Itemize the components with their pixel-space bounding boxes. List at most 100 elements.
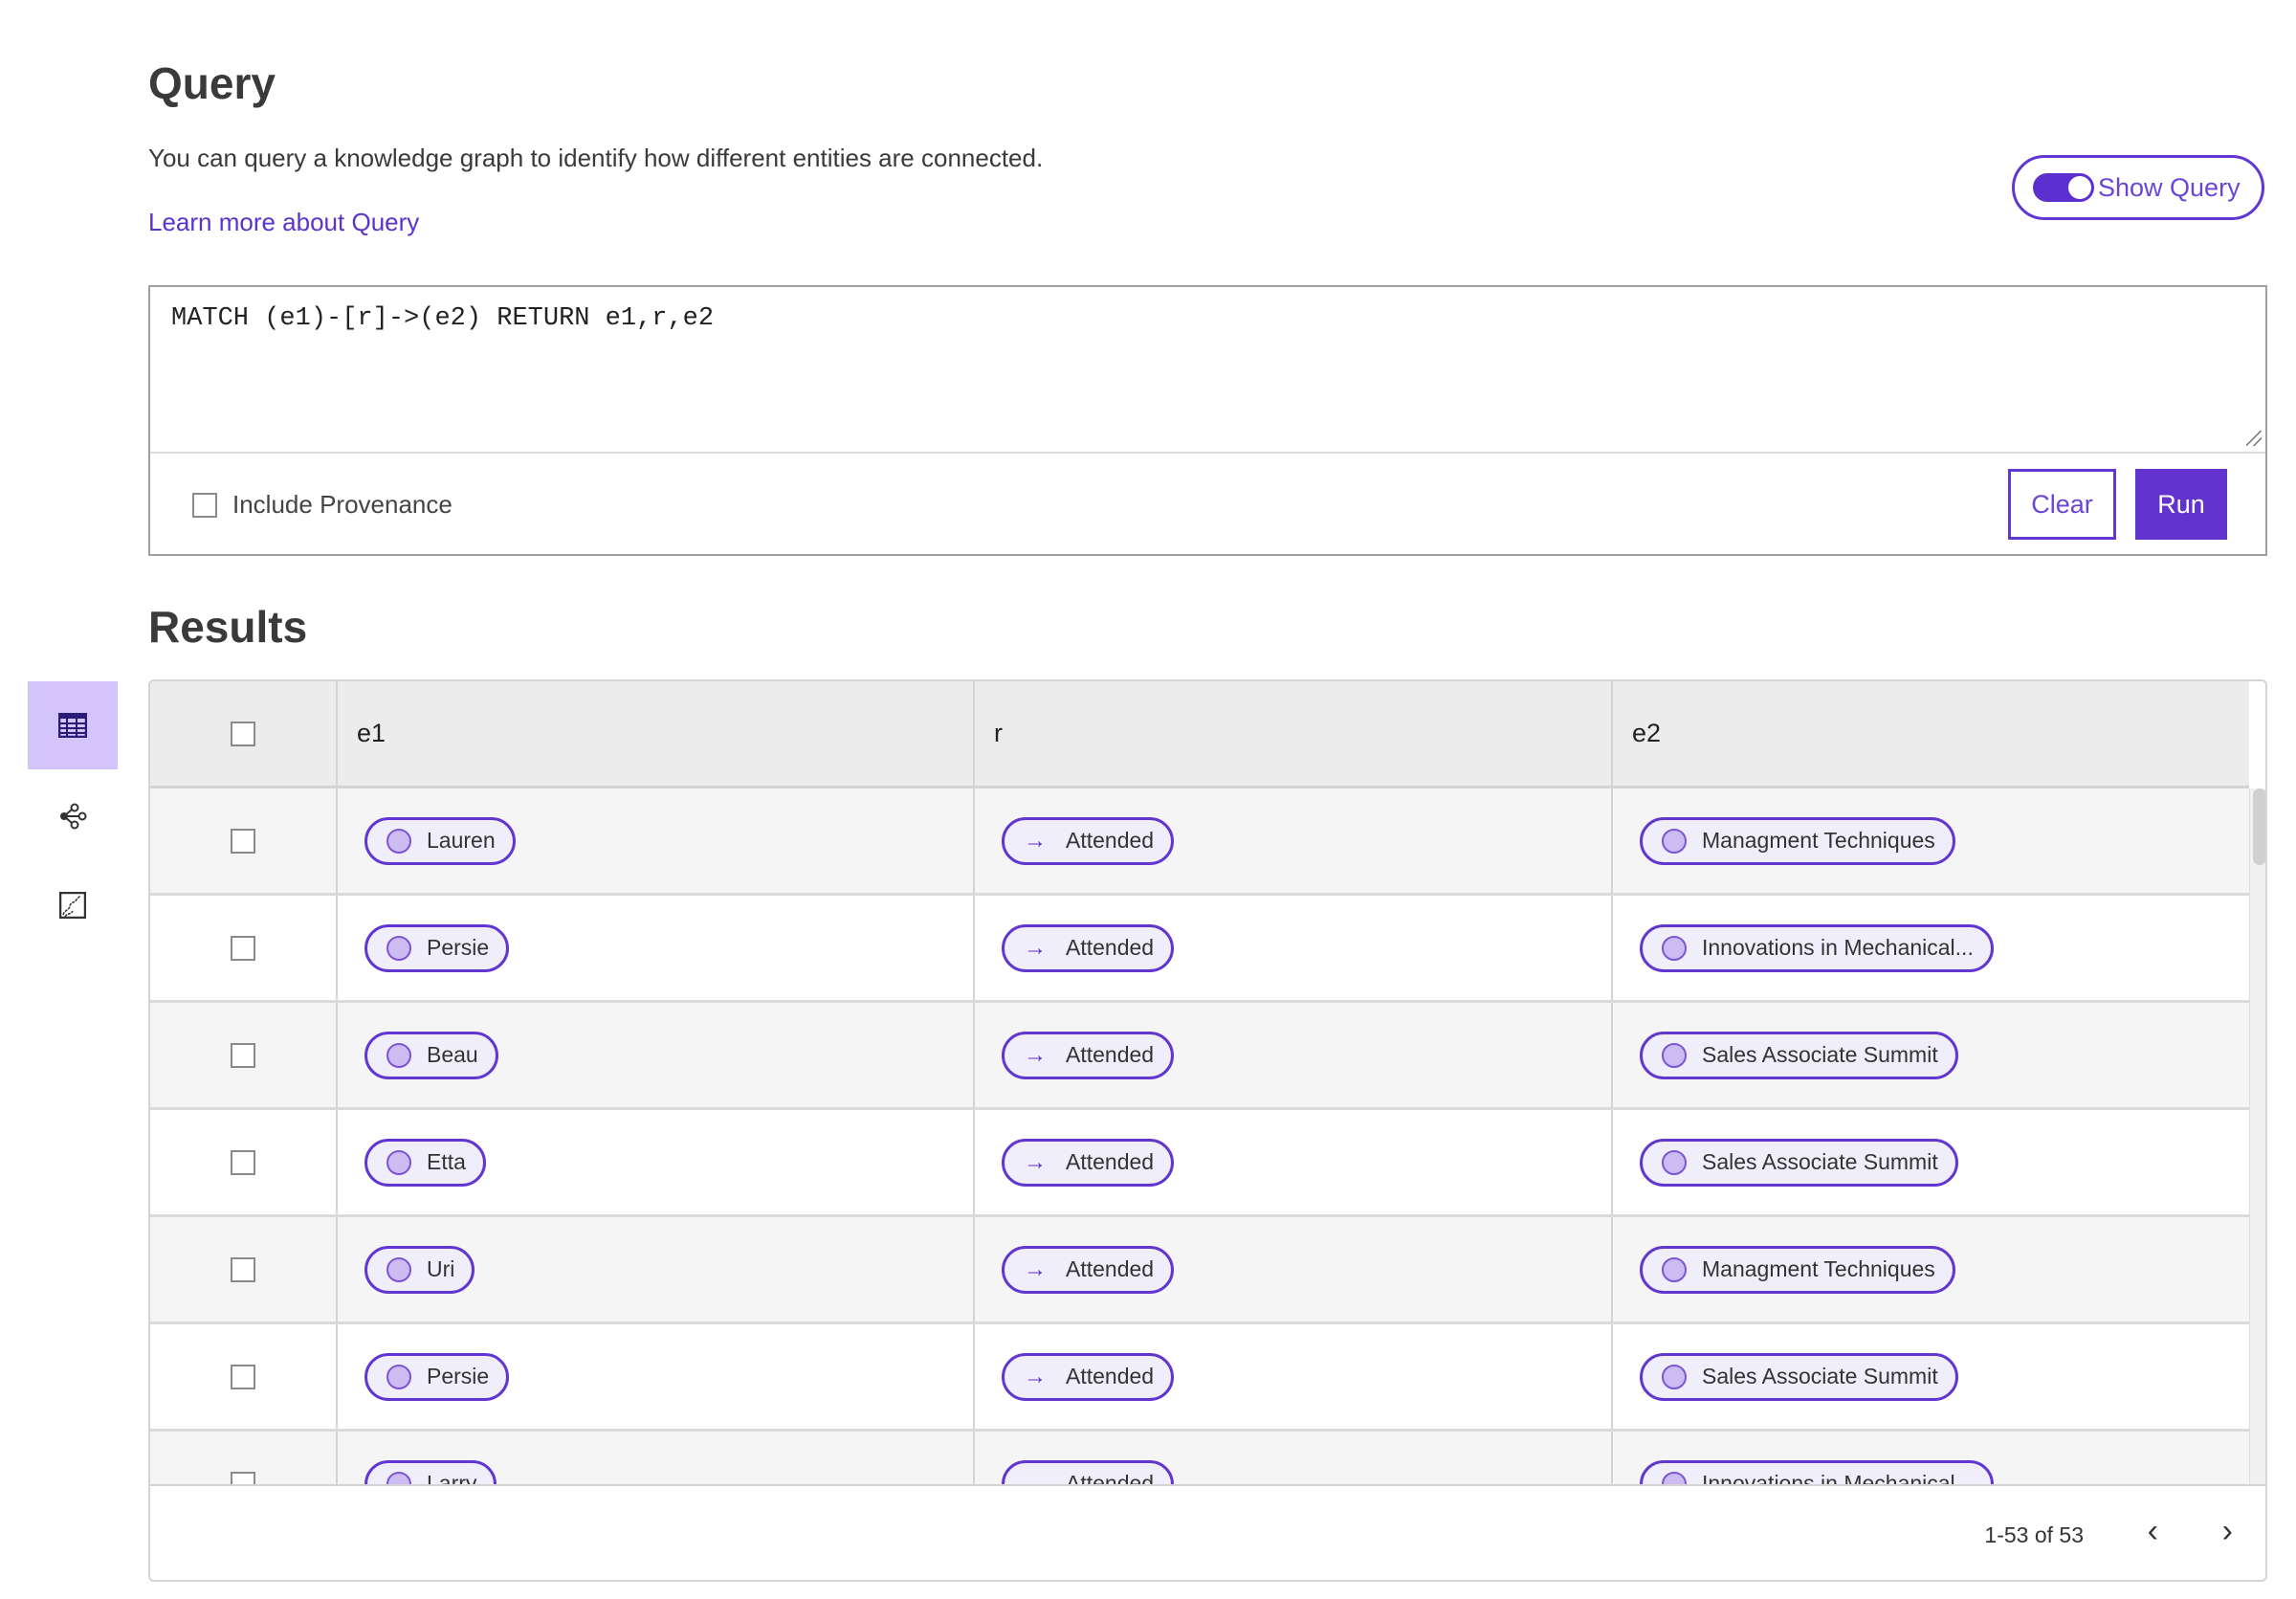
include-provenance-checkbox[interactable]: Include Provenance	[192, 490, 453, 520]
row-checkbox[interactable]	[231, 1364, 255, 1389]
node-icon	[1662, 1256, 1687, 1282]
node-icon	[386, 1042, 411, 1068]
graph-icon	[60, 803, 87, 830]
scrollbar-thumb[interactable]	[2253, 788, 2265, 865]
arrow-right-icon: →	[1024, 827, 1047, 854]
relation-label: Attended	[1066, 1256, 1155, 1281]
entity-pill-e1[interactable]: Larry	[364, 1459, 497, 1484]
row-checkbox[interactable]	[231, 1042, 255, 1068]
arrow-right-icon: →	[1024, 1363, 1047, 1389]
table-row: Etta → Attended Sales Associate Summit	[150, 1110, 2249, 1217]
relation-pill[interactable]: → Attended	[1002, 923, 1175, 972]
table-row: Persie → Attended Sales Associate Summit	[150, 1324, 2249, 1432]
entity-label: Lauren	[427, 828, 496, 853]
node-icon	[386, 1256, 411, 1282]
entity-label: Managment Techniques	[1702, 828, 1935, 853]
table-row: Uri → Attended Managment Techniques	[150, 1217, 2249, 1324]
entity-label: Uri	[427, 1256, 455, 1281]
arrow-right-icon: →	[1024, 1148, 1047, 1175]
chart-icon	[59, 892, 86, 919]
relation-pill[interactable]: → Attended	[1002, 1031, 1175, 1079]
node-icon	[386, 1471, 411, 1484]
show-query-label: Show Query	[2098, 172, 2241, 202]
previous-page-button[interactable]: ‹	[2147, 1513, 2158, 1549]
resize-handle-icon[interactable]	[2246, 431, 2262, 446]
entity-pill-e2[interactable]: Managment Techniques	[1640, 1245, 1955, 1294]
table-body: Lauren → Attended Managment Techniques Persi…	[150, 788, 2249, 1484]
vertical-scrollbar[interactable]	[2249, 788, 2265, 1484]
relation-pill[interactable]: → Attended	[1002, 1245, 1175, 1294]
learn-more-link[interactable]: Learn more about Query	[148, 208, 420, 236]
include-provenance-label: Include Provenance	[232, 490, 453, 519]
relation-pill[interactable]: → Attended	[1002, 816, 1175, 865]
table-row: Persie → Attended Innovations in Mechanical…	[150, 896, 2249, 1003]
select-all-checkbox[interactable]	[231, 721, 255, 746]
entity-pill-e1[interactable]: Etta	[364, 1138, 486, 1187]
toggle-switch-icon	[2033, 173, 2094, 202]
entity-pill-e2[interactable]: Sales Associate Summit	[1640, 1138, 1958, 1187]
entity-label: Sales Associate Summit	[1702, 1149, 1938, 1174]
table-row: Beau → Attended Sales Associate Summit	[150, 1003, 2249, 1110]
node-icon	[1662, 828, 1687, 854]
entity-label: Managment Techniques	[1702, 1256, 1935, 1281]
node-icon	[1662, 1042, 1687, 1068]
entity-label: Persie	[427, 1364, 490, 1388]
query-input[interactable]: MATCH (e1)-[r]->(e2) RETURN e1,r,e2	[150, 287, 2265, 454]
entity-pill-e2[interactable]: Innovations in Mechanical...	[1640, 1459, 1994, 1484]
node-icon	[1662, 935, 1687, 961]
chart-view-button[interactable]	[28, 861, 118, 949]
arrow-right-icon: →	[1024, 934, 1047, 961]
entity-label: Sales Associate Summit	[1702, 1364, 1938, 1388]
arrow-right-icon: →	[1024, 1041, 1047, 1068]
entity-label: Innovations in Mechanical...	[1702, 935, 1974, 960]
column-header-r[interactable]: r	[994, 719, 1003, 747]
entity-label: Larry	[427, 1471, 477, 1484]
row-checkbox[interactable]	[231, 828, 255, 854]
entity-label: Persie	[427, 935, 490, 960]
table-row: Lauren → Attended Managment Techniques	[150, 788, 2249, 896]
entity-pill-e1[interactable]: Lauren	[364, 816, 516, 865]
node-icon	[386, 828, 411, 854]
page-description: You can query a knowledge graph to ident…	[148, 144, 1044, 172]
entity-pill-e2[interactable]: Sales Associate Summit	[1640, 1352, 1958, 1401]
next-page-button[interactable]: ›	[2221, 1513, 2233, 1549]
relation-label: Attended	[1066, 1471, 1155, 1484]
arrow-right-icon: →	[1024, 1470, 1047, 1485]
relation-label: Attended	[1066, 1149, 1155, 1174]
node-icon	[386, 1149, 411, 1175]
table-footer: 1-53 of 53 ‹ ›	[150, 1484, 2265, 1580]
graph-view-button[interactable]	[28, 772, 118, 860]
entity-pill-e1[interactable]: Persie	[364, 923, 510, 972]
relation-pill[interactable]: → Attended	[1002, 1459, 1175, 1485]
checkbox-icon[interactable]	[192, 492, 217, 518]
entity-pill-e2[interactable]: Managment Techniques	[1640, 816, 1955, 865]
column-header-e2[interactable]: e2	[1632, 719, 1662, 747]
column-header-e1[interactable]: e1	[357, 719, 386, 747]
relation-label: Attended	[1066, 935, 1155, 960]
node-icon	[1662, 1471, 1687, 1484]
entity-pill-e1[interactable]: Beau	[364, 1031, 498, 1079]
relation-pill[interactable]: → Attended	[1002, 1352, 1175, 1401]
table-view-button[interactable]	[28, 681, 118, 769]
row-checkbox[interactable]	[231, 1471, 255, 1484]
run-button[interactable]: Run	[2135, 469, 2227, 540]
entity-label: Innovations in Mechanical...	[1702, 1471, 1974, 1484]
table-row: Larry → Attended Innovations in Mechanical.…	[150, 1432, 2249, 1484]
entity-pill-e1[interactable]: Persie	[364, 1352, 510, 1401]
table-header: e1 r e2	[150, 681, 2249, 788]
entity-label: Etta	[427, 1149, 466, 1174]
results-title: Results	[148, 602, 308, 652]
show-query-toggle[interactable]: Show Query	[2012, 155, 2264, 220]
query-editor-panel: MATCH (e1)-[r]->(e2) RETURN e1,r,e2 Incl…	[148, 285, 2267, 556]
clear-button[interactable]: Clear	[2008, 469, 2116, 540]
relation-label: Attended	[1066, 828, 1155, 853]
relation-pill[interactable]: → Attended	[1002, 1138, 1175, 1187]
row-checkbox[interactable]	[231, 935, 255, 961]
entity-pill-e1[interactable]: Uri	[364, 1245, 475, 1294]
entity-pill-e2[interactable]: Innovations in Mechanical...	[1640, 923, 1994, 972]
entity-pill-e2[interactable]: Sales Associate Summit	[1640, 1031, 1958, 1079]
relation-label: Attended	[1066, 1042, 1155, 1067]
arrow-right-icon: →	[1024, 1255, 1047, 1282]
row-checkbox[interactable]	[231, 1256, 255, 1282]
row-checkbox[interactable]	[231, 1149, 255, 1175]
